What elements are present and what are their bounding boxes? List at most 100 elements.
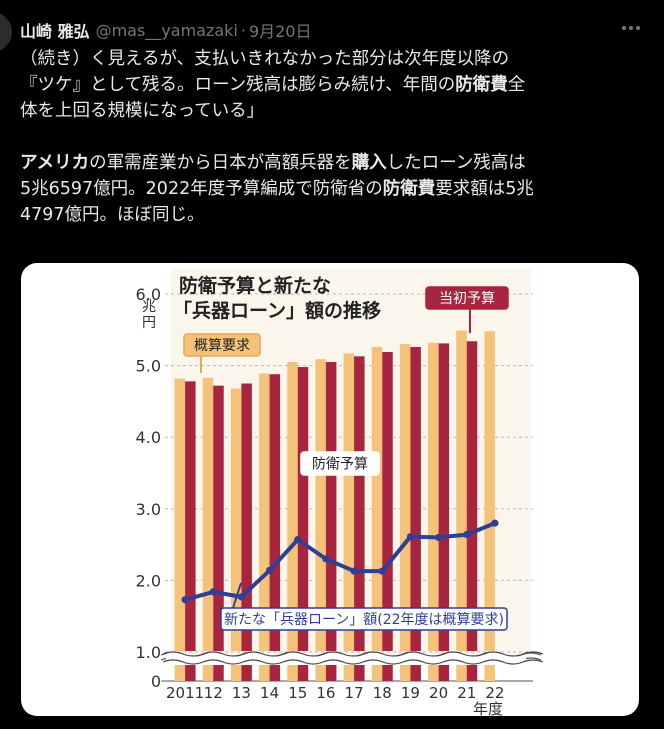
bold-text: アメリカ xyxy=(20,153,90,173)
bar-request xyxy=(343,353,355,651)
y-tick-label: 1.0 xyxy=(136,643,161,662)
text-segment: 要求額は5兆 xyxy=(435,179,534,199)
bar-request-stub xyxy=(315,663,326,681)
loan-point xyxy=(294,535,302,544)
x-tick-label: 21 xyxy=(457,684,476,702)
bar-request xyxy=(230,388,242,651)
text-segment: 全 xyxy=(507,75,526,95)
loan-point xyxy=(491,519,499,527)
y-tick-label: 3.0 xyxy=(136,500,161,519)
x-tick-label: 2011 xyxy=(166,684,204,702)
more-horizontal-icon[interactable] xyxy=(616,16,646,40)
bar-initial xyxy=(185,381,196,651)
axis-break-line xyxy=(162,651,544,657)
bar-initial-stub xyxy=(325,663,337,681)
bar-initial xyxy=(382,351,393,651)
x-tick-label: 16 xyxy=(316,684,335,702)
x-tick-label: 14 xyxy=(260,684,279,702)
tweet-text-line xyxy=(20,124,648,150)
bar-initial-stub xyxy=(410,663,421,681)
bar-initial xyxy=(241,383,252,651)
bar-initial xyxy=(410,346,421,651)
x-tick-label: 18 xyxy=(373,684,392,702)
bar-initial xyxy=(466,341,478,651)
bar-request-stub xyxy=(484,663,495,681)
bar-initial xyxy=(325,362,337,651)
loan-point xyxy=(378,567,386,575)
text-segment: 体を上回る規模になっている」 xyxy=(20,101,265,121)
chart-title-line2: 「兵器ローン」額の推移 xyxy=(173,299,381,322)
tweet-text-line: 4797億円。ほぼ同じ。 xyxy=(20,202,648,228)
avatar[interactable] xyxy=(0,12,12,52)
annotation-defense-budget-box xyxy=(300,451,380,476)
bar-request-stub xyxy=(343,663,355,681)
bar-request xyxy=(428,342,439,651)
bar-initial xyxy=(213,385,224,651)
tweet-text: （続き）く見えるが、支払いきれなかった部分は次年度以降の 『ツケ』として残る。ロー… xyxy=(20,46,648,228)
x-tick-label: 12 xyxy=(204,684,223,702)
x-tick-label: 17 xyxy=(345,684,364,702)
x-tick-label: 19 xyxy=(401,684,420,702)
bar-request-stub xyxy=(428,663,439,681)
tweet-image[interactable]: 6.0 5.0 4.0 3.0 2.0 1.0 0 兆円 2011 12 13 14 15 16 17 18 1… xyxy=(21,263,639,716)
tweet-text-line: 5兆6597億円。2022年度予算編成で防衛省の防衛費要求額は5兆 xyxy=(20,176,648,202)
bar-initial-stub xyxy=(354,663,365,681)
bold-text: 購入 xyxy=(351,153,387,173)
x-tick-label: 22 xyxy=(485,684,504,702)
bar-request xyxy=(259,373,270,651)
bar-request xyxy=(174,378,186,651)
legend-loan: 新たな「兵器ローン」額(22年度は概算要求) xyxy=(224,612,504,628)
tweet-text-line: 体を上回る規模になっている」 xyxy=(20,98,648,124)
annotation-defense-budget: 防衛予算 xyxy=(312,457,368,473)
y-tick-label: 0 xyxy=(151,672,161,691)
y-tick-label: 5.0 xyxy=(136,357,161,376)
loan-point xyxy=(322,555,330,563)
timestamp[interactable]: 9月20日 xyxy=(248,22,312,41)
chart: 6.0 5.0 4.0 3.0 2.0 1.0 0 兆円 2011 12 13 14 15 16 17 18 1… xyxy=(136,269,544,716)
bar-request-stub xyxy=(259,663,270,681)
text-segment: 『ツケ』として残る。ローン残高は膨らみ続け、年間の xyxy=(20,75,456,95)
handle[interactable]: @mas__yamazaki xyxy=(95,20,238,40)
tweet-text-line: （続き）く見えるが、支払いきれなかった部分は次年度以降の xyxy=(20,46,648,72)
x-tick-label: 13 xyxy=(232,684,251,702)
bar-initial xyxy=(297,367,309,651)
text-segment: （続き）く見えるが、支払いきれなかった部分は次年度以降の xyxy=(20,49,510,69)
bar-initial-stub xyxy=(185,663,196,681)
y-tick-label: 2.0 xyxy=(136,571,161,590)
x-tick-label: 20 xyxy=(429,684,448,702)
y-tick-label: 4.0 xyxy=(136,428,161,447)
y-unit-label: 兆 xyxy=(142,299,156,315)
bar-initial xyxy=(269,374,281,651)
bar-initial-stub xyxy=(382,663,393,681)
text-segment: したローン残高は xyxy=(386,153,526,173)
loan-point xyxy=(181,596,189,604)
legend-loan-pointer xyxy=(232,582,242,609)
separator: · xyxy=(240,20,246,40)
bar-initial-stub xyxy=(269,663,281,681)
legend-initial: 当初予算 xyxy=(439,290,495,307)
bar-request-stub xyxy=(399,663,411,681)
y-tick-label: 6.0 xyxy=(136,285,161,304)
y-unit-label: 円 xyxy=(142,315,156,331)
bold-text: 防衛費 xyxy=(382,179,436,199)
bar-initial-stub xyxy=(438,663,450,681)
bar-request-stub xyxy=(371,663,383,681)
bar-initial-stub xyxy=(466,663,478,681)
tweet-header: 山崎 雅弘 @mas__yamazaki · 9月20日 xyxy=(20,18,312,42)
legend-request: 概算要求 xyxy=(194,338,250,354)
bar-request-stub xyxy=(230,663,242,681)
x-tick-label: 15 xyxy=(288,684,307,702)
bar-initial xyxy=(438,343,450,651)
x-unit-label: 年度 xyxy=(473,700,503,716)
bar-request xyxy=(202,377,214,651)
bar-initial-stub xyxy=(213,663,224,681)
bar-initial-stub xyxy=(241,663,252,681)
bar-request xyxy=(456,330,467,651)
display-name[interactable]: 山崎 雅弘 xyxy=(20,22,90,41)
loan-point xyxy=(406,533,415,541)
bar-request xyxy=(371,346,383,651)
legend-loan-box xyxy=(220,607,508,631)
bar-request-stub xyxy=(202,663,214,681)
bar-request xyxy=(287,362,298,651)
